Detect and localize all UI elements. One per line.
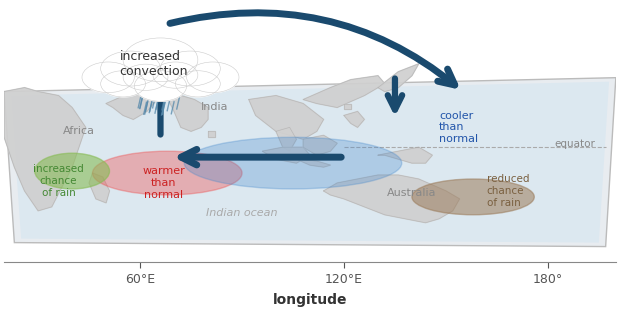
Text: India: India: [201, 103, 229, 113]
Text: increased
convection: increased convection: [120, 50, 188, 78]
Polygon shape: [276, 128, 296, 151]
Polygon shape: [89, 173, 110, 203]
Text: cooler
than
normal: cooler than normal: [439, 111, 478, 144]
Circle shape: [153, 62, 198, 88]
Circle shape: [161, 51, 220, 86]
Polygon shape: [262, 147, 310, 163]
Polygon shape: [167, 95, 208, 131]
Polygon shape: [344, 111, 365, 128]
Polygon shape: [4, 88, 86, 211]
Circle shape: [123, 38, 198, 82]
Polygon shape: [344, 104, 351, 109]
Polygon shape: [378, 147, 432, 163]
Circle shape: [100, 51, 161, 86]
Text: increased
chance
of rain: increased chance of rain: [33, 165, 84, 197]
Polygon shape: [378, 64, 418, 92]
Polygon shape: [4, 78, 616, 247]
Text: Africa: Africa: [63, 126, 95, 136]
Circle shape: [135, 71, 187, 101]
Circle shape: [82, 62, 135, 93]
X-axis label: longitude: longitude: [273, 293, 347, 307]
Polygon shape: [324, 175, 459, 223]
Polygon shape: [208, 131, 215, 137]
Text: warmer
than
normal: warmer than normal: [143, 166, 185, 200]
Ellipse shape: [92, 151, 242, 195]
Polygon shape: [296, 159, 330, 167]
Circle shape: [100, 71, 146, 97]
Text: Indian ocean: Indian ocean: [206, 208, 278, 218]
Ellipse shape: [35, 153, 110, 189]
Text: Australia: Australia: [388, 188, 436, 198]
Ellipse shape: [412, 179, 534, 215]
Polygon shape: [11, 82, 609, 243]
Circle shape: [187, 62, 239, 93]
Polygon shape: [303, 76, 385, 108]
Circle shape: [175, 71, 220, 97]
Circle shape: [123, 64, 168, 91]
Polygon shape: [249, 95, 324, 139]
Polygon shape: [106, 92, 157, 119]
Ellipse shape: [184, 137, 402, 189]
Polygon shape: [303, 135, 337, 155]
Text: equator: equator: [554, 139, 595, 149]
Text: reduced
chance
of rain: reduced chance of rain: [487, 174, 529, 207]
